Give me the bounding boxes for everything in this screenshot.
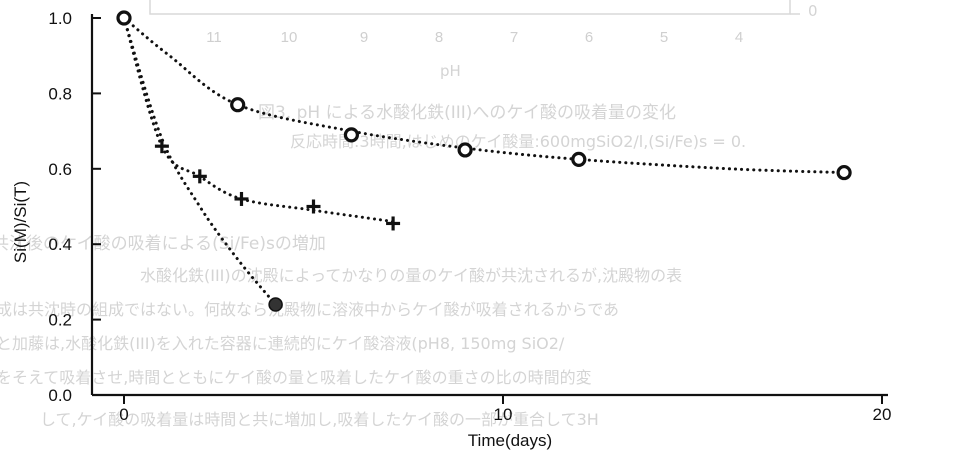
open-circle-point bbox=[571, 151, 587, 167]
open-circle-point bbox=[230, 97, 246, 113]
background-top-axis-label: 4 bbox=[735, 29, 743, 46]
plus-point bbox=[234, 191, 249, 206]
background-top-axis-label: 11 bbox=[206, 29, 222, 46]
axes: 0.0 0.2 0.4 0.6 0.8 1.0 0 10 20 bbox=[48, 9, 891, 424]
trend-curve-series-2 bbox=[122, 16, 395, 224]
open-circle-point bbox=[457, 142, 473, 158]
y-tick-label: 0.8 bbox=[48, 84, 72, 103]
background-top-axis-labels: 11 10 9 8 7 6 5 4 bbox=[206, 29, 743, 46]
y-tick-label: 0.2 bbox=[48, 311, 72, 330]
y-tick-label: 1.0 bbox=[48, 9, 72, 28]
open-circle-point bbox=[836, 164, 852, 181]
background-top-axis-label: 10 bbox=[281, 29, 298, 46]
x-tick-label: 0 bbox=[119, 405, 128, 424]
open-circle-point bbox=[343, 127, 359, 143]
background-top-axis-line bbox=[149, 0, 791, 15]
open-circle-point bbox=[116, 10, 132, 26]
trend-curve-series-3 bbox=[122, 16, 278, 307]
background-top-axis-label: 6 bbox=[585, 29, 593, 46]
background-top-axis-label: 8 bbox=[435, 29, 443, 46]
plus-point bbox=[154, 139, 169, 154]
y-tick-label: 0.4 bbox=[48, 235, 72, 254]
plus-point bbox=[386, 216, 401, 231]
x-tick-label: 10 bbox=[494, 405, 513, 424]
background-top-axis-label: 5 bbox=[660, 29, 668, 46]
background-top-axis-label: 7 bbox=[510, 29, 518, 46]
plus-point bbox=[306, 199, 321, 214]
plus-point bbox=[192, 169, 207, 184]
x-axis-ticks: 0 10 20 bbox=[119, 395, 891, 424]
y-tick-label: 0.0 bbox=[48, 386, 72, 405]
background-top-axis-label: 9 bbox=[360, 29, 368, 46]
data-markers bbox=[116, 10, 852, 312]
y-axis-title: Si(M)/Si(T) bbox=[11, 181, 30, 263]
x-tick-label: 20 bbox=[873, 405, 892, 424]
x-axis-title: Time(days) bbox=[468, 431, 552, 450]
background-top-axis bbox=[149, 0, 800, 15]
trend-curve-series-1 bbox=[122, 16, 846, 175]
y-tick-label: 0.6 bbox=[48, 160, 72, 179]
filled-circle-point bbox=[268, 297, 283, 312]
y-axis-ticks: 0.0 0.2 0.4 0.6 0.8 1.0 bbox=[48, 9, 101, 405]
trend-curves bbox=[122, 16, 846, 307]
